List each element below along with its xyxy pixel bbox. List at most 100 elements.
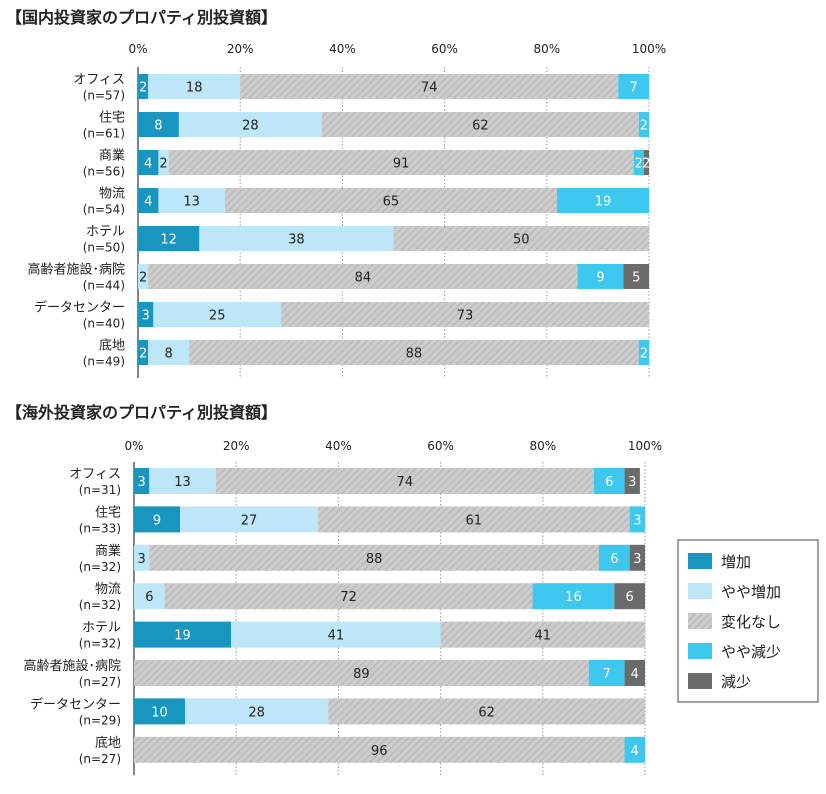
category-label: オフィス [73,73,125,88]
bar-segment-slight_decrease [638,340,649,365]
legend-label: 減少 [721,673,751,691]
sample-size-label: (n=32) [79,637,121,651]
bar-segment-increase [138,226,200,251]
bar-segment-no_change [328,698,645,725]
bar-segment-slight_decrease [599,544,630,571]
bar-segment-decrease [624,468,640,494]
bar-segment-decrease [623,264,649,289]
category-label: 高齢者施設･病院 [23,658,121,674]
data-label: 2 [640,347,648,362]
data-label: 3 [628,475,636,490]
bar-segment-slight_increase [134,544,150,571]
data-label: 9 [153,513,161,528]
bar-segment-slight_decrease [624,736,645,763]
data-label: 3 [633,552,641,567]
data-label: 3 [138,475,146,490]
category-label: ホテル [86,225,125,240]
data-label: 12 [160,233,177,248]
bar-segment-no_change [149,544,600,571]
data-label: 73 [457,309,474,324]
chart-1: 【国内投資家のプロパティ別投資額】0% 20% 40% 60% 80% 100%オフィス(… [6,8,666,378]
x-tick-label: 40% [325,439,352,453]
bar-segment-increase [134,506,180,533]
data-label: 89 [353,667,370,682]
data-label: 5 [632,271,640,286]
data-label: 4 [631,667,639,682]
bar-segment-increase [134,468,150,494]
sample-size-label: (n=50) [83,241,125,255]
data-label: 10 [151,705,168,720]
data-label: 91 [393,157,410,172]
data-label: 2 [139,347,147,362]
sample-size-label: (n=49) [83,355,125,369]
x-tick-label: 100% [628,439,662,453]
data-label: 18 [186,81,203,96]
legend-swatch-slight_increase [688,583,712,599]
bar-segment-slight_increase [158,150,169,175]
data-label: 4 [631,744,639,759]
data-label: 13 [174,475,191,490]
data-label: 41 [328,629,345,644]
sample-size-label: (n=61) [83,127,125,141]
data-label: 3 [138,552,146,567]
bar-segment-slight_increase [178,112,322,137]
category-label: 底地 [95,735,121,751]
legend-swatch-decrease [688,673,712,689]
sample-size-label: (n=29) [79,713,121,727]
category-label: データセンター [34,300,125,316]
bar-segment-decrease [629,544,645,571]
sample-size-label: (n=27) [79,752,121,766]
sample-size-label: (n=56) [83,165,125,179]
bar-segment-slight_decrease [638,112,649,137]
bar-segment-slight_decrease [593,468,625,494]
bar-segment-no_change [281,302,649,327]
bar-segment-slight_increase [153,302,282,327]
x-tick-label: 20% [223,439,250,453]
chart-2: 【海外投資家のプロパティ別投資額】0% 20% 40% 60% 80% 100%オフィス(… [6,403,662,776]
category-label: 高齢者施設･病院 [27,262,125,278]
bar-segment-decrease [643,150,649,175]
data-label: 4 [144,157,152,172]
data-label: 88 [366,552,383,567]
category-label: 住宅 [99,111,125,126]
bar-segment-slight_increase [199,226,394,251]
bar-segment-no_change [134,736,625,763]
sample-size-label: (n=57) [83,89,125,103]
data-label: 28 [248,705,265,720]
category-label: 住宅 [95,505,121,520]
data-label: 62 [478,705,495,720]
data-label: 74 [397,475,414,490]
data-label: 2 [159,157,167,172]
data-label: 2 [635,157,643,172]
bar-segment-increase [138,150,159,175]
bar-segment-no_change [321,112,639,137]
data-label: 84 [355,271,372,286]
chart-title: 【国内投資家のプロパティ別投資額】 [6,8,277,27]
bar-segment-no_change [440,621,645,648]
sample-size-label: (n=32) [79,598,121,612]
bar-segment-decrease [614,583,645,610]
data-label: 41 [535,629,552,644]
bar-segment-increase [138,302,154,327]
bar-segment-increase [134,698,186,725]
data-label: 74 [421,81,438,96]
bar-segment-no_change [168,150,634,175]
data-label: 4 [144,195,152,210]
data-label: 65 [383,195,400,210]
data-label: 3 [142,309,150,324]
data-label: 27 [241,513,258,528]
data-label: 8 [165,347,173,362]
data-label: 61 [466,513,483,528]
data-label: 38 [288,233,305,248]
data-label: 9 [596,271,604,286]
x-tick-label: 0% [128,42,147,56]
x-tick-label: 20% [227,42,254,56]
sample-size-label: (n=32) [79,560,121,574]
bar-segment-slight_decrease [629,506,645,533]
x-tick-label: 0% [124,439,143,453]
data-label: 2 [640,119,648,134]
legend-label: やや増加 [721,583,781,601]
bar-segment-slight_increase [134,583,165,610]
